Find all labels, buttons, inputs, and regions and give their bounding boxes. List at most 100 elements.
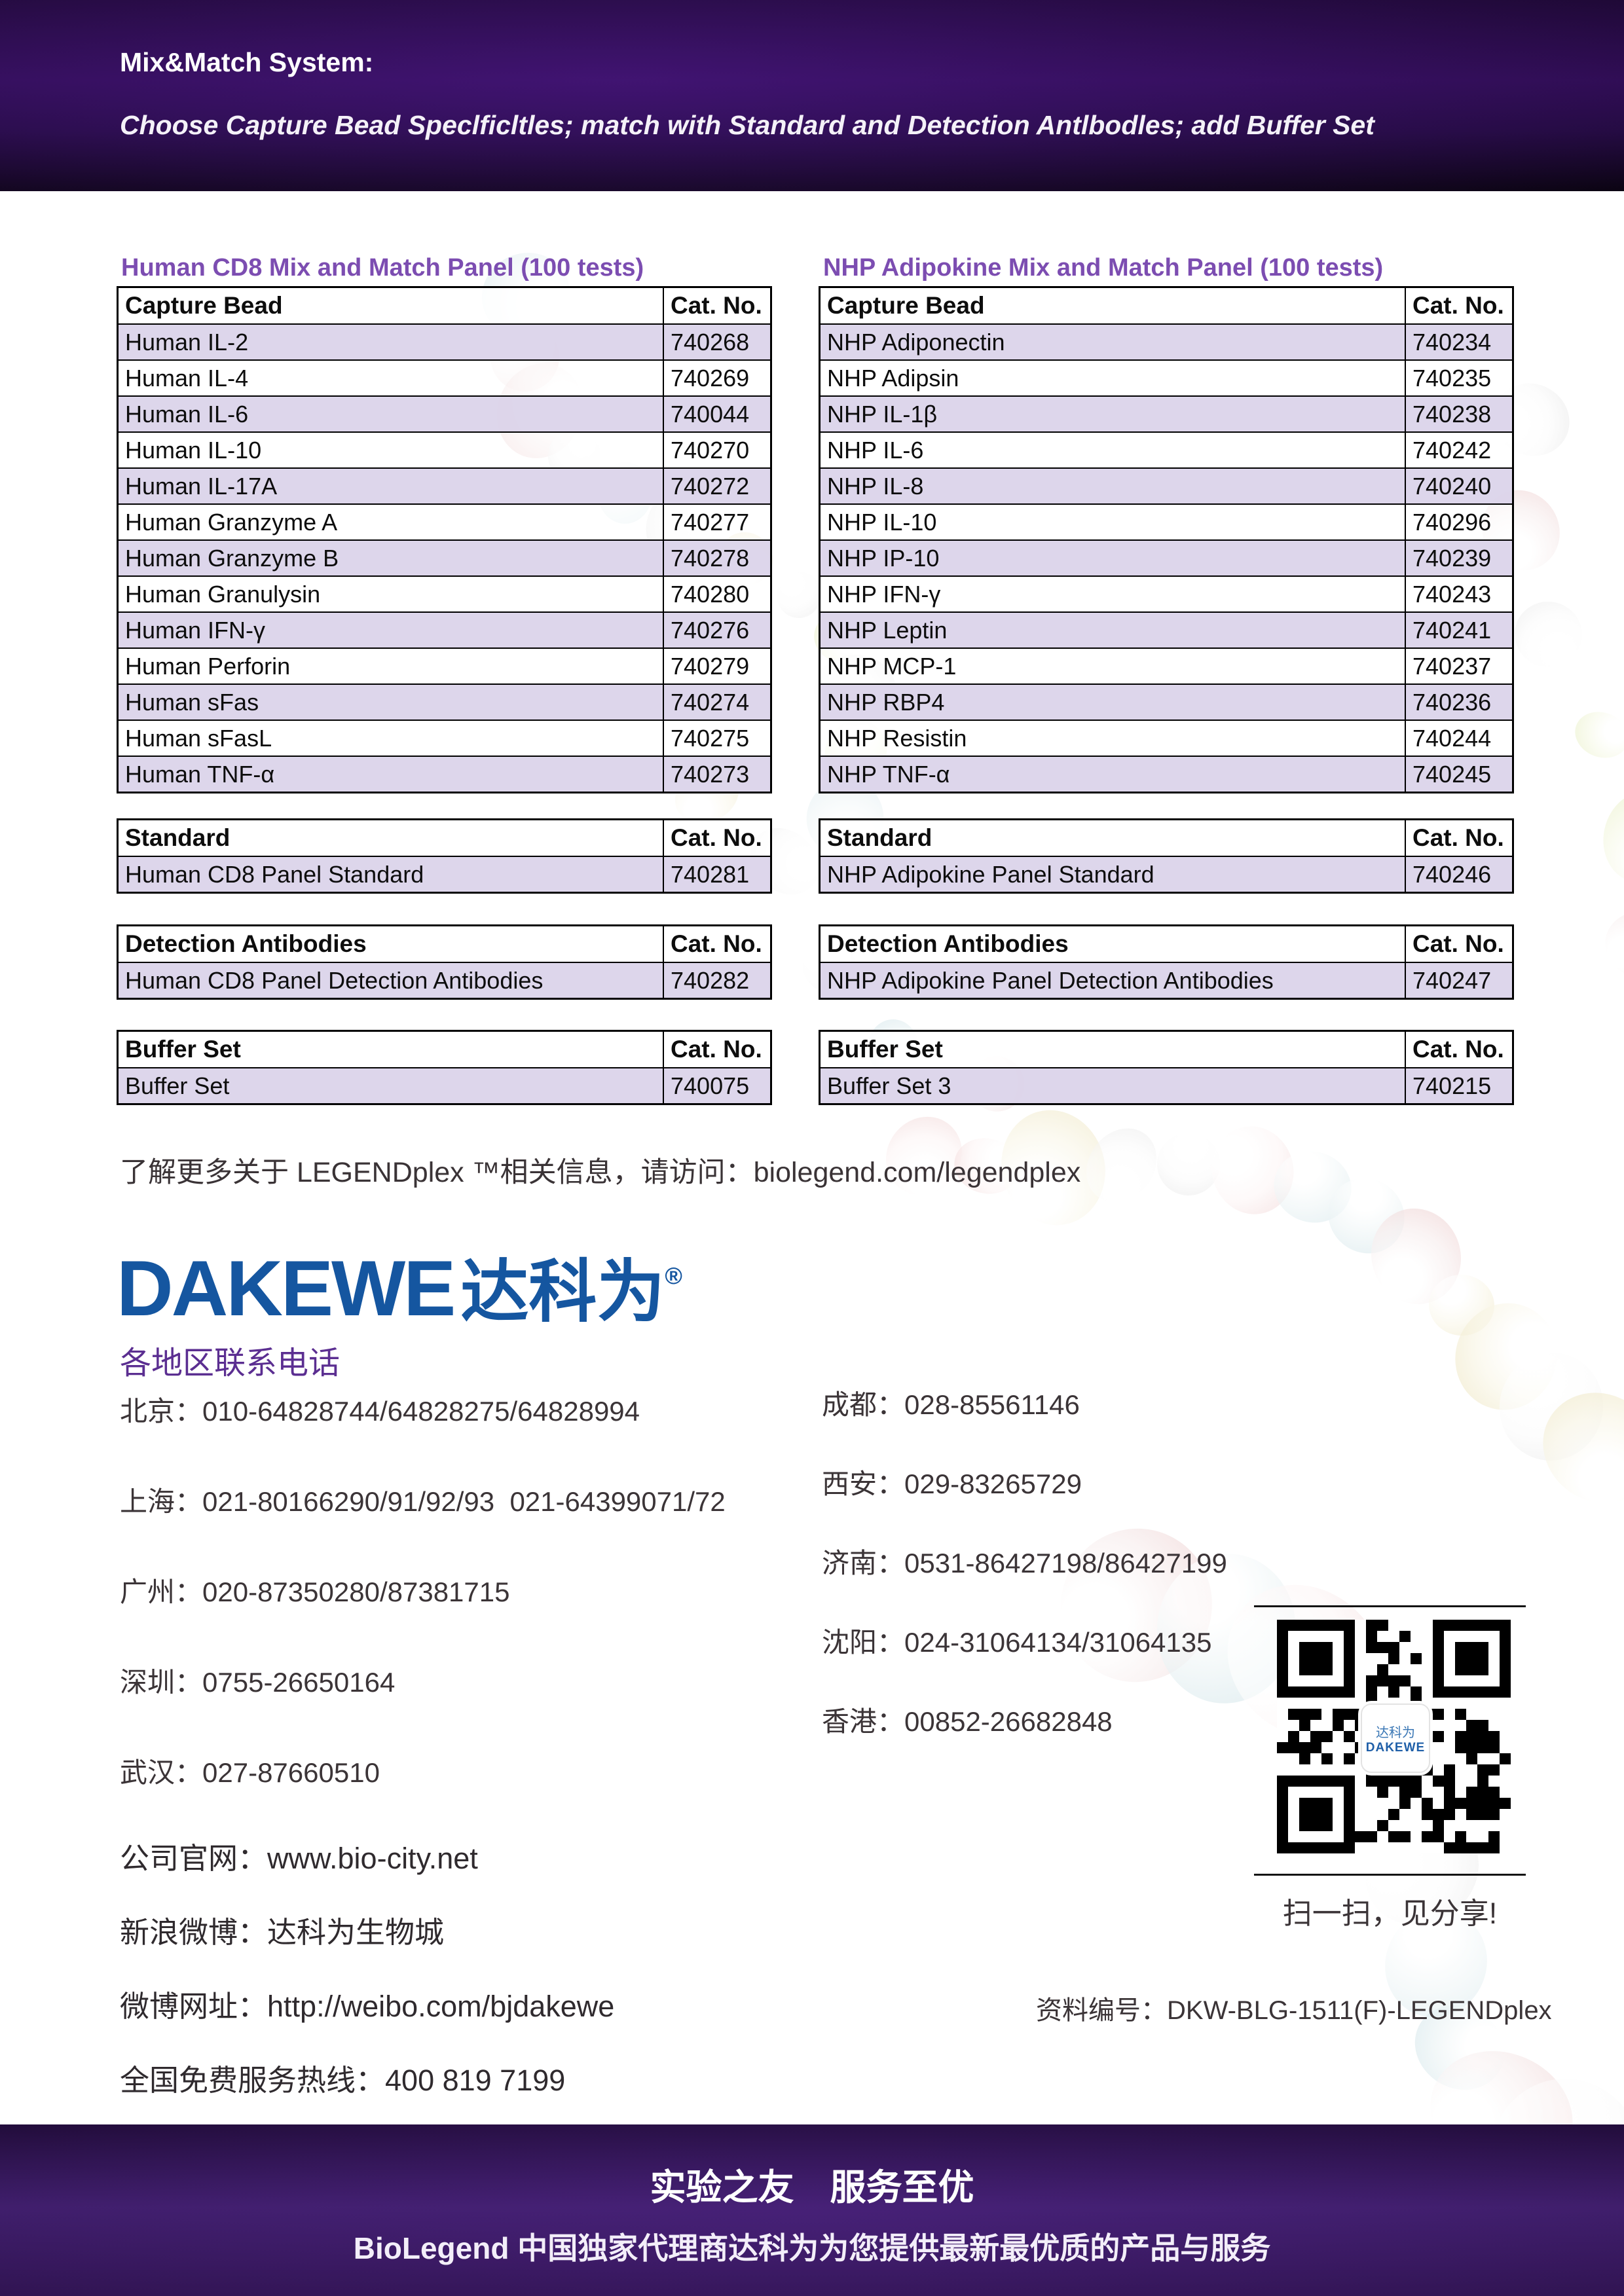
contact-row: 西安：029-83265729 <box>822 1462 1227 1502</box>
cell-cat-no: 740237 <box>1405 647 1514 685</box>
cell-product: NHP IFN-γ <box>819 575 1406 613</box>
cell-cat-no: 740279 <box>663 647 772 685</box>
table-row: Human IFN-γ 740276 <box>117 611 772 649</box>
table-row: NHP MCP-1 740237 <box>819 647 1514 685</box>
table-row: NHP Leptin 740241 <box>819 611 1514 649</box>
cell-product: Human IL-2 <box>117 323 664 361</box>
column-header-cat-no: Cat. No. <box>1405 818 1514 857</box>
table-row: Human CD8 Panel Standard 740281 <box>117 856 772 894</box>
column-header-detection-antibodies: Detection Antibodies <box>117 924 664 963</box>
cell-product: Buffer Set <box>117 1067 664 1105</box>
table-row: Human Granulysin 740280 <box>117 575 772 613</box>
cell-cat-no: 740273 <box>663 756 772 793</box>
dakewe-logo-chinese: 达科为 <box>460 1254 665 1330</box>
info-row: 新浪微博：达科为生物城 <box>120 1908 614 1951</box>
wechat-qr-code <box>1277 1620 1511 1853</box>
table-header-row: Capture Bead Cat. No. <box>819 286 1514 325</box>
contact-city-label: 广州： <box>120 1576 203 1607</box>
table-row: NHP Resistin 740244 <box>819 720 1514 757</box>
contact-phone-numbers: 0755-26650164 <box>202 1667 396 1698</box>
cell-cat-no: 740270 <box>663 431 772 469</box>
contact-city-label: 上海： <box>120 1486 203 1517</box>
qr-caption: 扫一扫，见分享! <box>1282 1897 1498 1930</box>
table-row: NHP Adipokine Panel Standard 740246 <box>819 856 1514 894</box>
nhp-adipokine-standard-table: Standard Cat. No. NHP Adipokine Panel St… <box>819 818 1514 894</box>
cell-product: Human sFas <box>117 683 664 721</box>
cell-product: Human CD8 Panel Standard <box>117 856 664 894</box>
cell-product: Human IL-10 <box>117 431 664 469</box>
column-header-cat-no: Cat. No. <box>1405 924 1514 963</box>
cell-product: Human Granzyme A <box>117 503 664 541</box>
cell-cat-no: 740269 <box>663 359 772 397</box>
column-header-standard: Standard <box>117 818 664 857</box>
contact-city-label: 北京： <box>120 1396 203 1427</box>
table-row: NHP IL-8 740240 <box>819 467 1514 505</box>
contact-phone-numbers: 00852-26682848 <box>904 1706 1113 1737</box>
cell-product: NHP IL-6 <box>819 431 1406 469</box>
table-row: Human IL-17A 740272 <box>117 467 772 505</box>
table-row: NHP Adipsin 740235 <box>819 359 1514 397</box>
table-row: NHP RBP4 740236 <box>819 683 1514 721</box>
cell-cat-no: 740241 <box>1405 611 1514 649</box>
contact-row: 深圳：0755-26650164 <box>120 1660 726 1700</box>
column-header-buffer-set: Buffer Set <box>117 1030 664 1068</box>
contact-row: 香港：00852-26682848 <box>822 1700 1227 1740</box>
cell-cat-no: 740244 <box>1405 720 1514 757</box>
qr-divider-bottom <box>1254 1874 1526 1876</box>
cell-cat-no: 740272 <box>663 467 772 505</box>
table-row: Human IL-10 740270 <box>117 431 772 469</box>
contact-city-label: 沈阳： <box>822 1627 905 1658</box>
contact-city-label: 武汉： <box>120 1757 203 1788</box>
document-number-label: 资料编号： <box>1036 1996 1167 2025</box>
table-row: NHP TNF-α 740245 <box>819 756 1514 793</box>
cell-product: Human Granzyme B <box>117 539 664 577</box>
registered-trademark-symbol: ® <box>665 1262 682 1289</box>
contact-city-label: 成都： <box>822 1389 905 1420</box>
cell-cat-no: 740276 <box>663 611 772 649</box>
contact-city-label: 济南： <box>822 1548 905 1578</box>
column-header-capture-bead: Capture Bead <box>819 286 1406 325</box>
footer-slogan: 实验之友 服务至优 <box>650 2167 974 2208</box>
qr-logo-latin: DAKEWE <box>1365 1740 1426 1755</box>
cell-product: NHP IL-1β <box>819 395 1406 433</box>
contact-row: 沈阳：024-31064134/31064135 <box>822 1620 1227 1660</box>
nhp-adipokine-capture-bead-table: Capture Bead Cat. No. NHP Adiponectin 740… <box>819 286 1514 793</box>
table-row: Human IL-2 740268 <box>117 323 772 361</box>
cell-cat-no: 740075 <box>663 1067 772 1105</box>
contact-city-label: 香港： <box>822 1706 905 1737</box>
table-row: Human sFas 740274 <box>117 683 772 721</box>
column-header-cat-no: Cat. No. <box>663 818 772 857</box>
cell-product: NHP Adipokine Panel Standard <box>819 856 1406 894</box>
column-header-buffer-set: Buffer Set <box>819 1030 1406 1068</box>
cell-cat-no: 740243 <box>1405 575 1514 613</box>
table-row: Human IL-6 740044 <box>117 395 772 433</box>
info-value: www.bio-city.net <box>267 1842 478 1875</box>
contact-phone-numbers: 0531-86427198/86427199 <box>904 1548 1227 1578</box>
table-row: NHP IP-10 740239 <box>819 539 1514 577</box>
header-banner: Mix&Match System: Choose Capture Bead Sp… <box>0 0 1624 191</box>
contact-row: 北京：010-64828744/64828275/64828994 <box>120 1389 726 1429</box>
column-header-standard: Standard <box>819 818 1406 857</box>
dakewe-logo-latin: DAKEWE <box>117 1245 456 1332</box>
cell-product: NHP IP-10 <box>819 539 1406 577</box>
table-row: NHP Adiponectin 740234 <box>819 323 1514 361</box>
cell-product: Buffer Set 3 <box>819 1067 1406 1105</box>
cell-cat-no: 740246 <box>1405 856 1514 894</box>
company-info-block: 公司官网：www.bio-city.net 新浪微博：达科为生物城 微博网址：htt… <box>120 1834 614 2130</box>
cell-product: Human IL-17A <box>117 467 664 505</box>
table-row: Human Granzyme A 740277 <box>117 503 772 541</box>
contact-row: 武汉：027-87660510 <box>120 1751 726 1791</box>
info-row: 公司官网：www.bio-city.net <box>120 1834 614 1877</box>
qr-logo-chinese: 达科为 <box>1376 1725 1415 1740</box>
cell-cat-no: 740268 <box>663 323 772 361</box>
info-value: http://weibo.com/bjdakewe <box>267 1990 615 2023</box>
column-header-cat-no: Cat. No. <box>663 924 772 963</box>
table-row: Human sFasL 740275 <box>117 720 772 757</box>
cell-cat-no: 740278 <box>663 539 772 577</box>
table-row: Buffer Set 740075 <box>117 1067 772 1105</box>
qr-divider-top <box>1254 1605 1526 1607</box>
table-header-row: Standard Cat. No. <box>819 818 1514 857</box>
table-row: NHP IL-1β 740238 <box>819 395 1514 433</box>
contact-row: 成都：028-85561146 <box>822 1383 1227 1423</box>
contact-phone-numbers: 028-85561146 <box>904 1389 1080 1420</box>
